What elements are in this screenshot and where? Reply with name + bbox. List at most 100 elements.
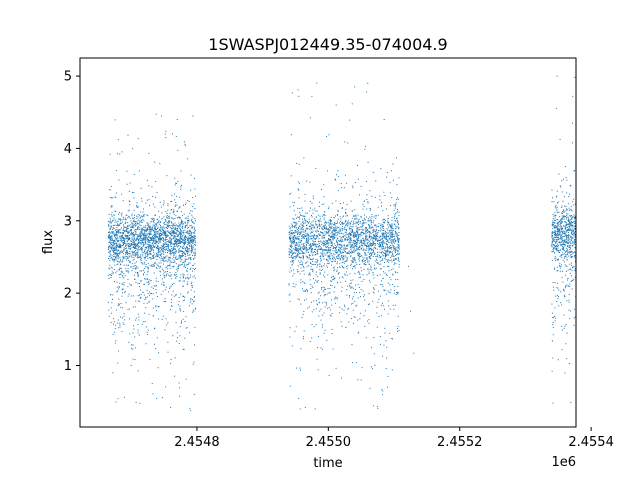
- data-point: [300, 247, 302, 249]
- data-point: [140, 243, 142, 245]
- data-point: [321, 232, 323, 234]
- data-point: [182, 255, 184, 257]
- data-point: [369, 237, 371, 239]
- data-point: [376, 248, 378, 250]
- data-point: [152, 244, 154, 246]
- data-point: [123, 229, 125, 231]
- data-point: [110, 266, 112, 268]
- data-point: [178, 257, 180, 259]
- data-point: [175, 201, 177, 203]
- data-point: [162, 237, 164, 239]
- data-point: [324, 306, 326, 308]
- data-point: [303, 157, 305, 159]
- data-point: [394, 251, 396, 253]
- data-point: [126, 240, 128, 242]
- data-point: [171, 252, 173, 254]
- data-point: [129, 246, 131, 248]
- data-point: [139, 229, 141, 230]
- data-point: [354, 209, 356, 211]
- data-point: [394, 240, 396, 242]
- data-point: [381, 225, 383, 227]
- data-point: [191, 250, 193, 252]
- data-point: [292, 218, 294, 220]
- data-point: [111, 246, 113, 248]
- data-point: [395, 220, 397, 222]
- data-point: [124, 242, 126, 244]
- data-point: [306, 180, 308, 182]
- data-point: [184, 244, 186, 246]
- data-point: [190, 234, 192, 236]
- data-point: [302, 336, 304, 338]
- data-point: [351, 210, 353, 212]
- data-point: [372, 239, 374, 241]
- data-point: [363, 222, 365, 224]
- data-point: [332, 275, 334, 277]
- data-point: [373, 242, 375, 244]
- data-point: [134, 278, 136, 280]
- data-point: [291, 246, 293, 248]
- data-point: [351, 245, 353, 247]
- data-point: [136, 217, 138, 219]
- data-point: [124, 291, 126, 293]
- data-point: [365, 222, 367, 224]
- data-point: [375, 215, 377, 217]
- data-point: [368, 247, 370, 249]
- data-point: [123, 247, 125, 249]
- data-point: [295, 244, 297, 246]
- data-point: [154, 234, 156, 236]
- data-point: [288, 248, 290, 250]
- data-point: [108, 236, 110, 238]
- data-point: [116, 224, 118, 226]
- data-point: [131, 237, 133, 239]
- data-point: [345, 220, 347, 222]
- data-point: [292, 201, 294, 203]
- data-point: [312, 269, 314, 271]
- data-point: [131, 232, 133, 234]
- data-point: [298, 225, 300, 227]
- data-point: [386, 357, 388, 359]
- data-point: [151, 228, 152, 230]
- data-point: [123, 239, 125, 241]
- data-point: [302, 280, 304, 282]
- data-point: [129, 217, 131, 219]
- data-point: [157, 245, 159, 247]
- data-point: [155, 231, 157, 233]
- data-point: [135, 253, 137, 255]
- data-point: [153, 239, 155, 241]
- data-point: [382, 218, 384, 220]
- data-point: [345, 224, 347, 226]
- data-point: [179, 258, 181, 260]
- data-point: [177, 234, 179, 236]
- data-point: [380, 268, 382, 270]
- data-point: [194, 249, 196, 251]
- data-point: [185, 241, 187, 243]
- data-point: [290, 235, 292, 237]
- data-point: [324, 301, 326, 303]
- data-point: [297, 253, 299, 255]
- data-point: [165, 259, 167, 261]
- data-point: [188, 244, 190, 246]
- data-point: [111, 238, 113, 240]
- data-point: [145, 246, 147, 248]
- data-point: [111, 242, 113, 244]
- data-point: [302, 234, 304, 236]
- data-point: [180, 264, 182, 266]
- data-point: [162, 259, 164, 261]
- data-point: [182, 300, 184, 302]
- data-point: [386, 254, 388, 256]
- data-point: [184, 226, 186, 228]
- data-point: [318, 238, 320, 240]
- data-point: [147, 222, 149, 224]
- data-point: [194, 228, 196, 230]
- data-point: [194, 263, 196, 265]
- data-point: [384, 236, 386, 238]
- data-point: [355, 235, 357, 237]
- data-point: [167, 261, 169, 263]
- data-point: [392, 241, 394, 243]
- data-point: [159, 236, 161, 238]
- data-point: [371, 244, 373, 246]
- data-point: [309, 254, 311, 256]
- data-point: [125, 219, 127, 221]
- data-point: [357, 253, 359, 255]
- data-point: [128, 248, 130, 250]
